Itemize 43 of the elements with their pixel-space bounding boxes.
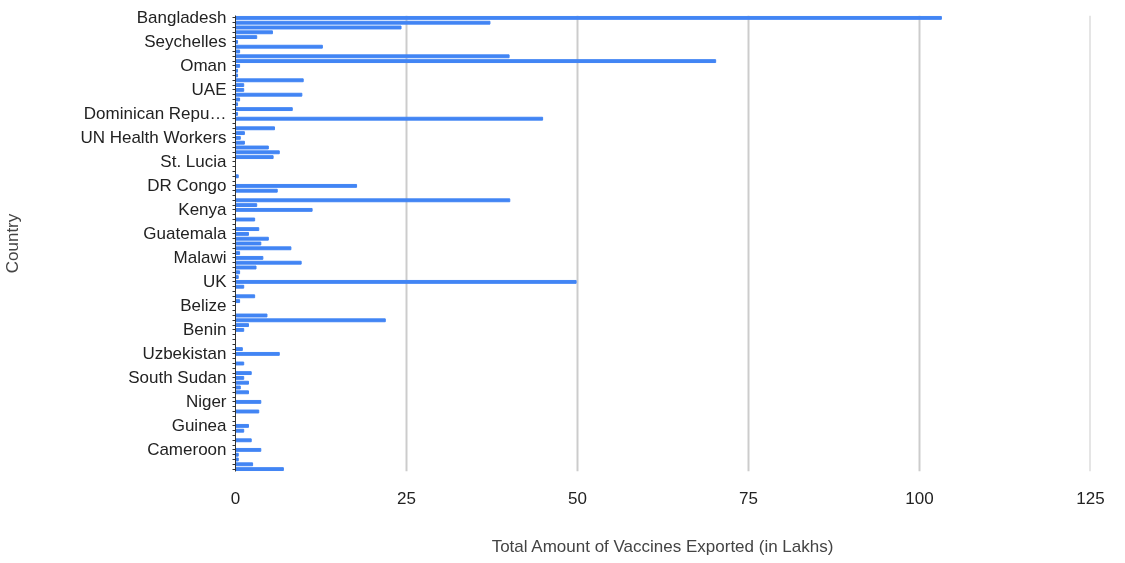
y-tick-label: Guinea [171, 416, 228, 436]
bar [235, 294, 256, 299]
y-tick-label: Bangladesh [136, 8, 227, 28]
y-tick-label: Seychelles [144, 32, 227, 52]
x-axis-title: Total Amount of Vaccines Exported (in Lakhs) [491, 536, 834, 556]
y-tick-label: South Sudan [128, 368, 227, 388]
bar [235, 351, 280, 356]
y-tick-label: Niger [185, 392, 227, 412]
bar [235, 174, 239, 179]
y-tick-label: Belize [180, 296, 227, 316]
x-tick-label: 0 [230, 488, 241, 508]
bar [235, 207, 313, 212]
bar [235, 409, 260, 414]
y-tick-label: St. Lucia [160, 152, 228, 172]
y-tick-label: Uzbekistan [142, 344, 227, 364]
y-tick-label: UN Health Workers [80, 128, 227, 148]
bar [235, 126, 275, 131]
bar [235, 116, 544, 121]
x-tick-label: 100 [905, 488, 934, 508]
bar [235, 327, 245, 332]
y-tick-label: Benin [183, 320, 227, 340]
bar [235, 198, 511, 203]
y-tick-label: Oman [180, 56, 227, 76]
y-tick-label: DR Congo [147, 176, 227, 196]
x-tick-label: 125 [1076, 488, 1105, 508]
bar [235, 371, 252, 376]
y-tick-label: Dominican Repu… [83, 104, 227, 124]
bar [235, 227, 260, 232]
bar [235, 428, 245, 433]
bar [235, 217, 256, 222]
y-tick-label: UAE [191, 80, 227, 100]
y-axis-title: Country [3, 213, 23, 274]
x-tick-label: 50 [568, 488, 587, 508]
x-tick-label: 25 [397, 488, 416, 508]
y-tick-label: UK [202, 272, 228, 292]
bar [235, 438, 252, 443]
bar [235, 399, 262, 404]
y-tick-label: Kenya [178, 200, 228, 220]
y-tick-label: Malawi [173, 248, 227, 268]
bar [235, 361, 245, 366]
y-tick-label: Cameroon [147, 440, 227, 460]
y-tick-label: Guatemala [143, 224, 228, 244]
x-tick-label: 75 [739, 488, 758, 508]
